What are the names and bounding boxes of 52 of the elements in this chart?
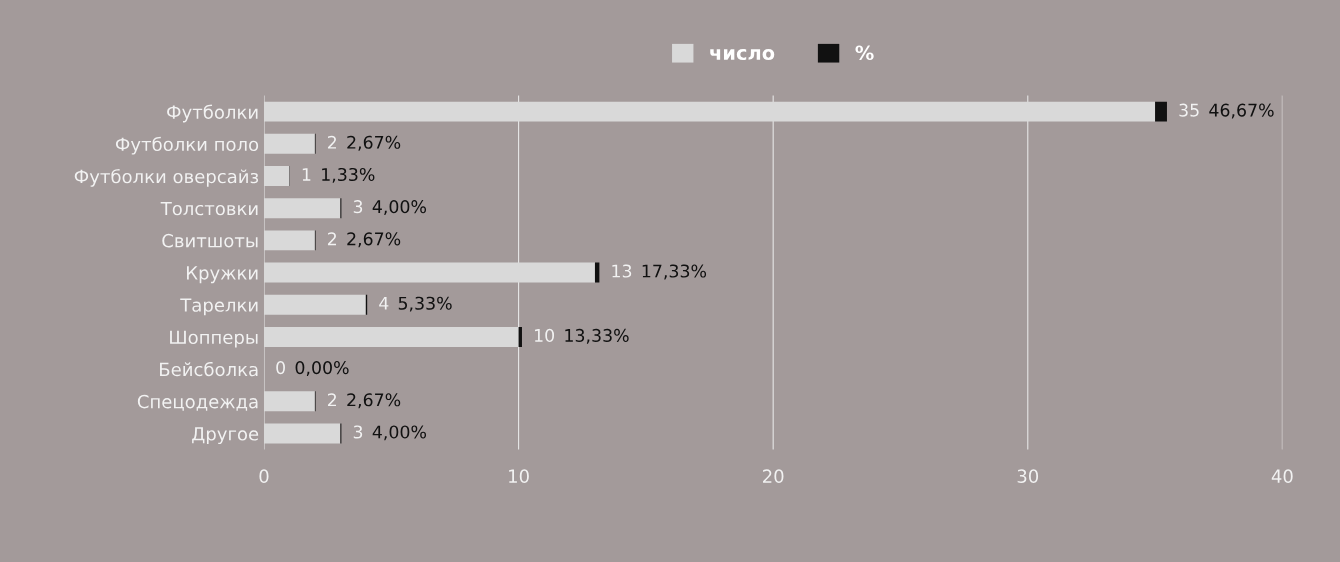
data-label: 4,00% xyxy=(372,425,427,441)
data-label: 13 xyxy=(612,264,632,278)
bar xyxy=(263,133,315,154)
data-label: 1,33% xyxy=(322,167,375,183)
bar xyxy=(263,294,366,315)
data-label: 10 xyxy=(534,328,555,342)
bar xyxy=(1155,101,1167,122)
y-tick-label: Спецодежда xyxy=(137,394,258,411)
x-tick-label: 20 xyxy=(763,469,784,484)
data-label: 35 xyxy=(1179,103,1199,117)
y-tick-label: Футболки xyxy=(167,104,258,123)
y-tick-label: Толстовки xyxy=(160,201,258,216)
y-tick-label: Кружки xyxy=(187,266,258,284)
y-tick-label: Футболки поло xyxy=(115,136,259,155)
bar xyxy=(263,262,595,283)
y-tick-label: Свитшоты xyxy=(162,233,258,248)
y-tick-label: Тарелки xyxy=(180,298,258,316)
data-label: 2 xyxy=(327,232,336,246)
x-tick-label: 40 xyxy=(1271,469,1293,484)
bar xyxy=(263,391,315,412)
bar xyxy=(263,166,290,186)
data-label: 3 xyxy=(353,200,363,214)
data-label: 17,33% xyxy=(642,264,707,280)
data-label: 46,67% xyxy=(1209,103,1274,119)
y-tick-label: Бейсболка xyxy=(160,361,258,377)
x-tick-label: 10 xyxy=(509,469,529,484)
data-label: 2,67% xyxy=(347,232,401,248)
x-tick-label: 0 xyxy=(259,469,269,484)
y-tick-label: Шопперы xyxy=(170,330,258,348)
bar xyxy=(263,230,315,251)
data-label: 5,33% xyxy=(398,296,452,312)
data-label: 2,67% xyxy=(347,393,401,409)
data-label: 1 xyxy=(302,168,311,181)
data-label: 0,00% xyxy=(295,361,349,376)
x-tick-label: 30 xyxy=(1017,469,1039,484)
data-label: 0 xyxy=(276,361,285,375)
legend-label: число xyxy=(710,48,775,61)
bar xyxy=(263,423,341,444)
legend-label: % xyxy=(855,45,874,61)
data-label: 4 xyxy=(379,296,389,310)
data-label: 2 xyxy=(327,135,336,149)
y-tick-label: Футболки оверсайз xyxy=(74,168,259,187)
bar xyxy=(263,326,519,347)
bar xyxy=(263,198,341,219)
data-label: 3 xyxy=(353,425,363,439)
bar xyxy=(594,262,600,283)
y-tick-label: Другое xyxy=(192,427,259,445)
data-label: 2,67% xyxy=(347,135,401,151)
bar xyxy=(263,101,1156,122)
data-label: 13,33% xyxy=(565,328,629,344)
data-label: 4,00% xyxy=(372,200,427,215)
data-label: 2 xyxy=(327,393,336,407)
